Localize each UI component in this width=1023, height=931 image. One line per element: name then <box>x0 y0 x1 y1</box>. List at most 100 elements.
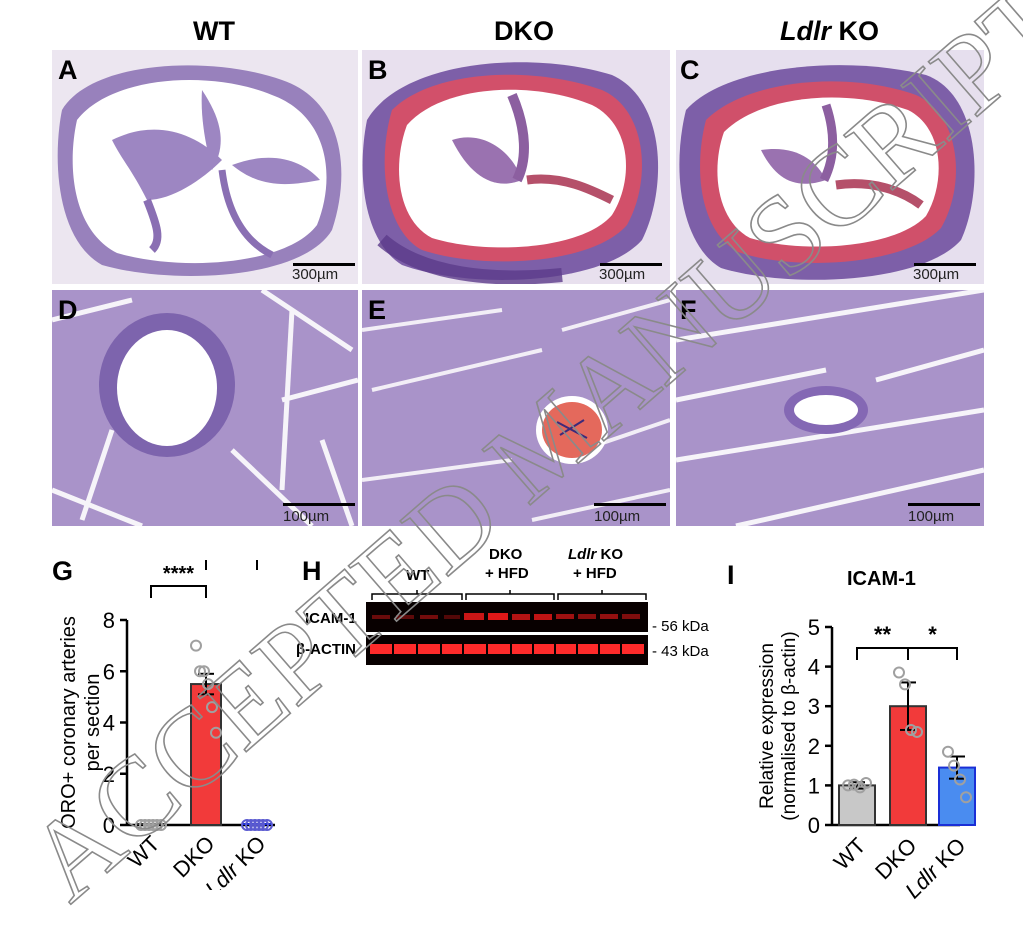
data-point <box>954 773 966 786</box>
scale-bar-f <box>908 503 980 506</box>
panel-letter-i: I <box>727 560 735 590</box>
wb-group-ldlr: Ldlr KO <box>568 546 623 563</box>
wb-row-label-icam1: ICAM-1 <box>305 610 357 627</box>
data-point <box>261 819 273 831</box>
scale-label-d: 100µm <box>283 508 330 525</box>
y-axis-label-line2: (normalised to β-actin) <box>779 631 800 820</box>
chart-i-icam1-expression: 0 1 2 3 4 5 Relative expression (normalised to … <box>757 615 976 903</box>
micrograph-d-wt-coronary <box>52 290 358 526</box>
significance-bracket <box>150 585 207 598</box>
y-tick-label: 0 <box>103 813 115 838</box>
scale-bar-a <box>293 263 355 266</box>
significance-label: ** <box>874 622 892 647</box>
panel-letter-h: H <box>302 556 322 586</box>
y-tick-label: 4 <box>808 655 820 680</box>
significance-bracket <box>907 647 958 660</box>
scale-label-c: 300µm <box>913 266 960 283</box>
y-tick-label: 6 <box>103 659 115 684</box>
data-point <box>194 665 206 678</box>
panel-letter-g: G <box>52 556 74 586</box>
data-point <box>249 819 261 831</box>
panel-letter-f: F <box>680 295 697 325</box>
micrograph-f-ldlr-ko-coronary <box>676 290 984 526</box>
scale-bar-b <box>600 263 662 266</box>
y-tick-label: 2 <box>808 734 820 759</box>
y-tick-label: 4 <box>103 711 115 736</box>
wb-group-wt: WT <box>406 567 430 584</box>
scale-label-e: 100µm <box>594 508 641 525</box>
data-point <box>893 666 905 679</box>
scale-label-b: 300µm <box>599 266 646 283</box>
data-point <box>253 819 265 831</box>
y-tick-label: 8 <box>103 608 115 633</box>
panel-letter-a: A <box>58 55 78 85</box>
column-title-wt: WT <box>193 16 235 46</box>
data-point <box>899 678 911 691</box>
wb-row-label-bactin: β-ACTIN <box>296 641 356 658</box>
scale-bar-d <box>283 503 355 506</box>
data-point <box>198 665 210 678</box>
bar-ldlr-ko <box>242 823 272 825</box>
x-tick-label: WT <box>829 833 871 875</box>
significance-label: **** <box>163 563 194 585</box>
data-point <box>905 723 917 736</box>
data-point <box>948 759 960 772</box>
scale-label-f: 100µm <box>908 508 955 525</box>
data-point <box>143 819 155 831</box>
y-tick-label: 0 <box>808 813 820 838</box>
micrograph-b-dko-aortic-root <box>362 50 670 284</box>
wb-group-dko-hfd: + HFD <box>485 565 529 582</box>
y-axis-label: Relative expression <box>757 643 778 809</box>
data-point <box>202 678 214 691</box>
micrograph-c-ldlr-ko-aortic-root <box>676 50 984 284</box>
column-title-ldlr-ko: Ldlr KO <box>780 16 879 47</box>
significance-label: * <box>928 622 937 647</box>
significance-bracket <box>205 560 258 570</box>
y-tick-label: 1 <box>808 773 820 798</box>
ldlr-gene-italic: Ldlr <box>780 16 831 46</box>
data-point <box>151 819 163 831</box>
data-point <box>190 639 202 652</box>
wb-blot-image <box>366 602 648 665</box>
y-tick-label: 3 <box>808 694 820 719</box>
scale-bar-e <box>594 503 666 506</box>
column-title-dko: DKO <box>494 16 554 46</box>
data-point <box>135 819 147 831</box>
panel-letter-b: B <box>368 55 388 85</box>
panel-letter-e: E <box>368 295 387 325</box>
wb-ko-suffix: KO <box>596 546 624 563</box>
wb-group-ldlr-hfd: + HFD <box>573 565 617 582</box>
x-tick-label: WT <box>123 831 165 873</box>
data-point <box>210 726 222 739</box>
y-tick-label: 2 <box>103 762 115 787</box>
data-point <box>842 779 854 792</box>
wb-group-brackets <box>371 590 647 600</box>
significance-bracket <box>856 647 909 660</box>
data-point <box>147 819 159 831</box>
data-point <box>942 745 954 758</box>
wb-group-dko: DKO <box>489 546 523 563</box>
data-point <box>139 819 151 831</box>
micrograph-a-wt-aortic-root <box>52 50 358 284</box>
scale-bar-c <box>914 263 976 266</box>
data-point <box>155 819 167 831</box>
data-point <box>848 778 860 791</box>
ko-suffix: KO <box>831 16 880 46</box>
micrograph-e-dko-coronary <box>362 290 670 526</box>
y-tick-label: 5 <box>808 615 820 640</box>
wb-kda-43: - 43 kDa <box>652 643 709 660</box>
y-axis-label: ORO+ coronary arteries <box>58 616 80 829</box>
data-point <box>911 725 923 738</box>
wb-ldlr-italic: Ldlr <box>568 546 597 563</box>
data-point <box>860 777 872 790</box>
data-point <box>960 791 972 804</box>
chart-i-title: ICAM-1 <box>847 568 916 590</box>
data-point <box>241 819 253 831</box>
scale-label-a: 300µm <box>292 266 339 283</box>
chart-g-oro-coronary: 0 2 4 6 8 ORO+ coronary arteries per section WT… <box>58 560 275 890</box>
data-point <box>245 819 257 831</box>
wb-kda-56: - 56 kDa <box>652 618 709 635</box>
panel-letter-d: D <box>58 295 78 325</box>
y-axis-label-line2: per section <box>82 674 104 772</box>
data-point <box>257 819 269 831</box>
